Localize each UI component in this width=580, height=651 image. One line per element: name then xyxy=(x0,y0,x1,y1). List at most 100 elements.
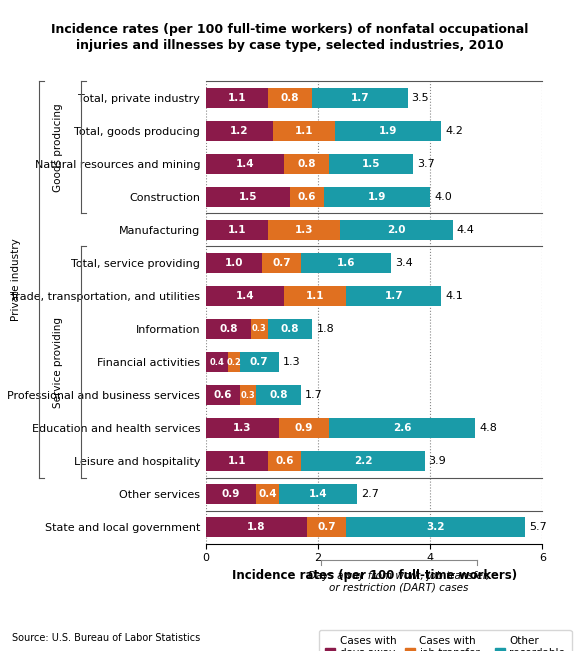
Text: 3.7: 3.7 xyxy=(417,159,435,169)
Text: 0.4: 0.4 xyxy=(258,489,277,499)
Text: 1.1: 1.1 xyxy=(295,126,313,136)
Bar xyxy=(324,187,430,207)
Bar xyxy=(346,286,441,306)
Text: Source: U.S. Bureau of Labor Statistics: Source: U.S. Bureau of Labor Statistics xyxy=(12,633,200,643)
Text: 1.9: 1.9 xyxy=(379,126,397,136)
Bar xyxy=(206,88,267,108)
Text: 0.6: 0.6 xyxy=(213,390,232,400)
Bar xyxy=(301,253,391,273)
Bar xyxy=(267,451,301,471)
Text: 1.8: 1.8 xyxy=(316,324,334,334)
Text: 0.3: 0.3 xyxy=(241,391,255,400)
Text: 0.2: 0.2 xyxy=(227,357,241,367)
Text: 1.0: 1.0 xyxy=(224,258,243,268)
Text: 1.5: 1.5 xyxy=(362,159,380,169)
Text: 0.6: 0.6 xyxy=(275,456,293,466)
Text: 0.6: 0.6 xyxy=(298,192,316,202)
Legend: Cases with
days away
from work, Cases with
job transfer
or restriction, Other
re: Cases with days away from work, Cases wi… xyxy=(319,630,571,651)
Text: 5.7: 5.7 xyxy=(530,522,547,532)
Bar xyxy=(284,286,346,306)
Bar xyxy=(279,484,357,504)
Text: 4.1: 4.1 xyxy=(445,291,463,301)
Bar xyxy=(329,154,414,174)
Bar xyxy=(206,220,267,240)
Text: Service providing: Service providing xyxy=(53,316,63,408)
Bar xyxy=(206,517,307,537)
Text: 0.8: 0.8 xyxy=(281,93,299,103)
Text: 1.1: 1.1 xyxy=(227,225,246,235)
Text: 2.6: 2.6 xyxy=(393,423,411,433)
Text: Days away from work, job transfer,
or restriction (DART) cases: Days away from work, job transfer, or re… xyxy=(308,571,490,592)
Bar xyxy=(206,286,284,306)
Text: 3.9: 3.9 xyxy=(429,456,446,466)
Text: 1.1: 1.1 xyxy=(227,456,246,466)
Bar xyxy=(206,352,229,372)
Text: 0.7: 0.7 xyxy=(250,357,269,367)
Text: 2.7: 2.7 xyxy=(361,489,379,499)
Text: 1.3: 1.3 xyxy=(295,225,313,235)
Bar xyxy=(279,418,329,438)
Bar xyxy=(273,121,335,141)
Bar xyxy=(206,484,256,504)
Text: 0.7: 0.7 xyxy=(317,522,336,532)
Text: 3.2: 3.2 xyxy=(426,522,445,532)
Text: 1.1: 1.1 xyxy=(227,93,246,103)
Text: 1.7: 1.7 xyxy=(351,93,369,103)
Text: 4.2: 4.2 xyxy=(445,126,463,136)
Text: 0.7: 0.7 xyxy=(272,258,291,268)
Bar xyxy=(284,154,329,174)
Bar xyxy=(206,121,273,141)
Text: 1.7: 1.7 xyxy=(305,390,323,400)
Text: 1.9: 1.9 xyxy=(368,192,386,202)
Text: 2.2: 2.2 xyxy=(354,456,372,466)
Bar xyxy=(335,121,441,141)
Bar xyxy=(206,154,284,174)
Bar xyxy=(251,319,267,339)
Bar xyxy=(206,253,262,273)
Text: 0.8: 0.8 xyxy=(219,324,238,334)
Bar xyxy=(206,319,251,339)
Text: 3.5: 3.5 xyxy=(412,93,429,103)
Text: 0.8: 0.8 xyxy=(298,159,316,169)
Bar xyxy=(206,385,240,405)
Bar xyxy=(340,220,452,240)
Text: 0.9: 0.9 xyxy=(295,423,313,433)
Text: 0.8: 0.8 xyxy=(281,324,299,334)
Text: 1.8: 1.8 xyxy=(247,522,266,532)
Bar xyxy=(240,352,279,372)
Bar xyxy=(329,418,475,438)
Bar xyxy=(229,352,240,372)
Bar xyxy=(206,451,267,471)
Bar xyxy=(256,484,279,504)
Text: 4.0: 4.0 xyxy=(434,192,452,202)
Text: 1.5: 1.5 xyxy=(239,192,257,202)
Bar xyxy=(346,517,525,537)
Text: Goods producing: Goods producing xyxy=(53,103,63,191)
Text: 1.6: 1.6 xyxy=(337,258,356,268)
Text: 1.3: 1.3 xyxy=(282,357,300,367)
Bar xyxy=(206,418,279,438)
Text: 1.2: 1.2 xyxy=(230,126,249,136)
Bar xyxy=(206,187,290,207)
Text: 0.3: 0.3 xyxy=(252,324,267,333)
Text: 3.4: 3.4 xyxy=(395,258,412,268)
X-axis label: Incidence rates (per 100 full-time workers): Incidence rates (per 100 full-time worke… xyxy=(231,569,517,582)
Text: 1.4: 1.4 xyxy=(236,291,255,301)
Bar xyxy=(267,319,313,339)
Text: 1.3: 1.3 xyxy=(233,423,252,433)
Text: 1.4: 1.4 xyxy=(236,159,255,169)
Text: Incidence rates (per 100 full-time workers) of nonfatal occupational
injuries an: Incidence rates (per 100 full-time worke… xyxy=(51,23,529,52)
Bar xyxy=(256,385,301,405)
Text: 0.8: 0.8 xyxy=(270,390,288,400)
Bar xyxy=(267,220,340,240)
Text: 0.9: 0.9 xyxy=(222,489,240,499)
Bar xyxy=(307,517,346,537)
Bar xyxy=(313,88,408,108)
Text: 2.0: 2.0 xyxy=(387,225,406,235)
Bar xyxy=(290,187,324,207)
Text: 1.4: 1.4 xyxy=(309,489,327,499)
Bar xyxy=(240,385,256,405)
Bar xyxy=(262,253,301,273)
Text: Private industry: Private industry xyxy=(11,238,21,321)
Text: 1.1: 1.1 xyxy=(306,291,324,301)
